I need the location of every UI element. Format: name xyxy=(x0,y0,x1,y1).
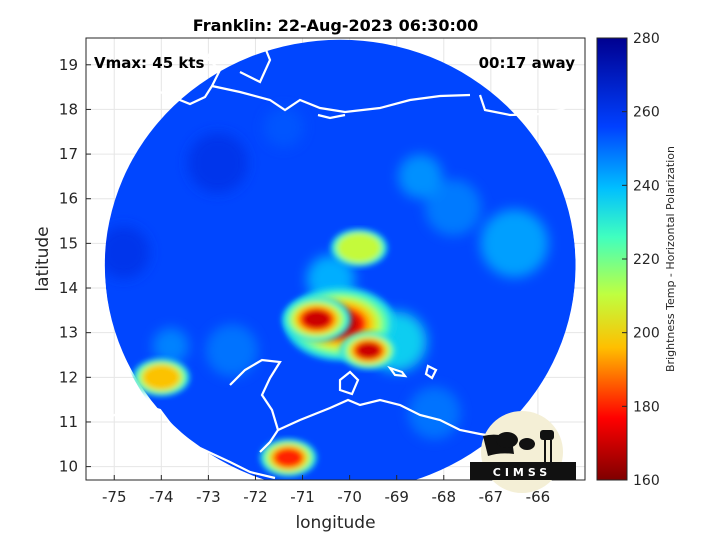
x-tick-label: -71 xyxy=(290,488,315,506)
texture-patch xyxy=(205,324,258,377)
x-axis: -75 -74 -73 -72 -71 -70 -69 -68 -67 -66 xyxy=(102,475,550,506)
cold-feature xyxy=(132,358,190,397)
cold-feature xyxy=(330,228,388,267)
texture-patch xyxy=(398,154,443,199)
logo-text: CIMSS xyxy=(493,466,551,479)
cold-feature-ring xyxy=(303,310,330,328)
x-tick-label: -70 xyxy=(337,488,362,506)
y-tick-label: 13 xyxy=(59,324,78,342)
x-tick-label: -69 xyxy=(384,488,409,506)
cold-feature xyxy=(259,438,317,477)
x-axis-label: longitude xyxy=(295,513,375,533)
y-tick-label: 15 xyxy=(59,234,78,252)
x-tick-label: -74 xyxy=(149,488,174,506)
chart-title: Franklin: 22-Aug-2023 06:30:00 xyxy=(193,16,478,35)
cold-feature xyxy=(282,296,352,343)
texture-patch xyxy=(263,107,304,148)
y-tick-label: 16 xyxy=(59,190,78,208)
y-tick-label: 10 xyxy=(59,458,78,476)
x-tick-label: -72 xyxy=(243,488,268,506)
x-tick-label: -75 xyxy=(102,488,127,506)
y-tick-label: 11 xyxy=(59,413,78,431)
x-tick-label: -68 xyxy=(432,488,457,506)
x-tick-label: -67 xyxy=(479,488,504,506)
y-tick-label: 18 xyxy=(59,100,78,118)
brightness-temp-swath xyxy=(104,39,576,480)
colorbar-label: Brightness Temp - Horizontal Polarizatio… xyxy=(664,146,677,372)
cold-feature-ring xyxy=(357,342,380,359)
time-away-annotation: 00:17 away xyxy=(479,54,576,72)
y-axis: 10 11 12 13 14 15 16 17 18 19 xyxy=(59,56,91,476)
colorbar-tick-label: 280 xyxy=(633,31,660,47)
y-tick-label: 19 xyxy=(59,56,78,74)
y-tick-label: 14 xyxy=(59,279,78,297)
cimss-logo: CIMSS xyxy=(470,411,576,493)
colorbar-tick-label: 180 xyxy=(633,399,660,415)
x-tick-label: -66 xyxy=(526,488,551,506)
colorbar: 160 180 200 220 240 260 280 Brightness Temp - … xyxy=(596,31,677,489)
cold-feature-ring xyxy=(143,365,180,390)
texture-patch xyxy=(480,209,549,278)
texture-patch xyxy=(425,179,482,236)
y-tick-label: 12 xyxy=(59,368,78,386)
colorbar-tick-label: 260 xyxy=(633,105,660,121)
colorbar-tick-label: 220 xyxy=(633,252,660,268)
x-tick-label: -73 xyxy=(196,488,221,506)
texture-patch xyxy=(187,133,248,194)
texture-patch xyxy=(152,328,189,365)
cold-feature-ring xyxy=(273,447,304,468)
cold-features xyxy=(132,228,397,477)
colorbar-ticks: 160 180 200 220 240 260 280 xyxy=(622,31,660,489)
vmax-annotation: Vmax: 45 kts xyxy=(94,54,204,72)
axes-frame xyxy=(85,37,586,481)
colorbar-tick-label: 160 xyxy=(633,473,660,489)
texture-patch xyxy=(408,387,461,440)
coastlines xyxy=(86,39,581,480)
texture-patch xyxy=(104,226,150,279)
colorbar-tick-label: 240 xyxy=(633,178,660,194)
y-tick-label: 17 xyxy=(59,145,78,163)
colorbar-tick-label: 200 xyxy=(633,326,660,342)
cold-feature-ring xyxy=(337,233,381,263)
y-axis-label: latitude xyxy=(33,226,53,291)
cold-feature xyxy=(339,331,397,370)
